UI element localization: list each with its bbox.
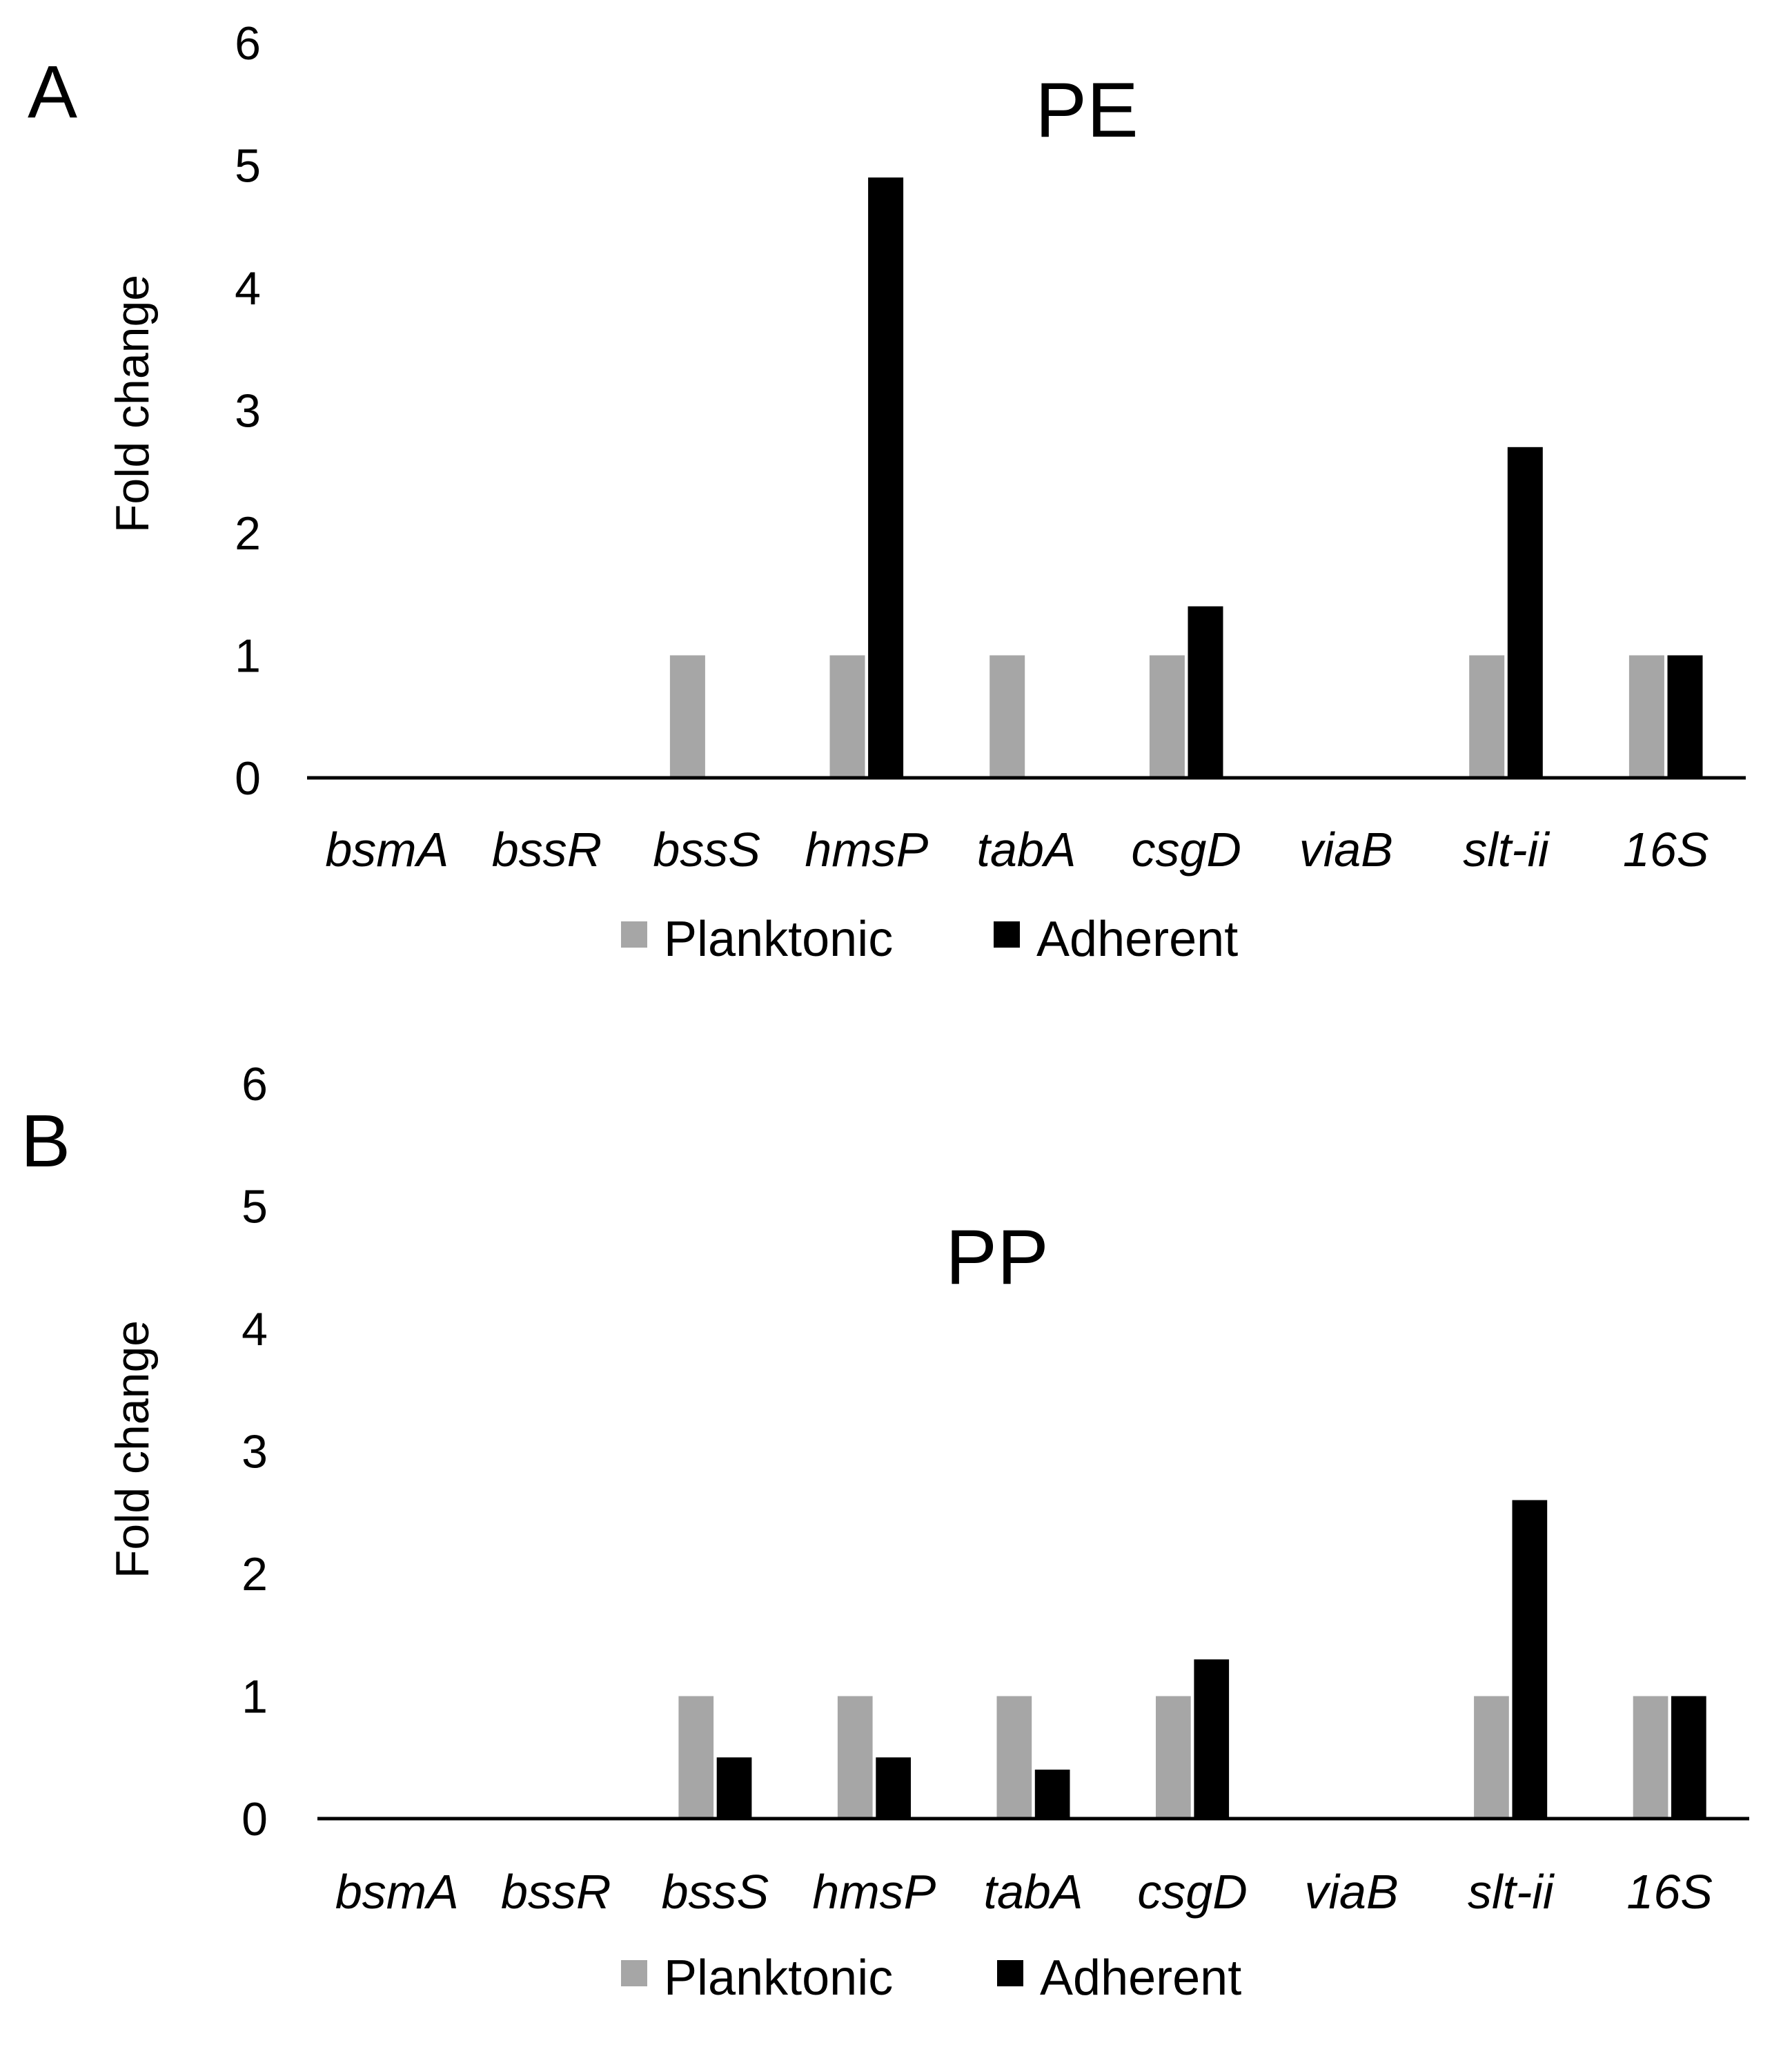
bar-adherent-slt-ii bbox=[1507, 447, 1543, 779]
x-category-label: hmsP bbox=[805, 823, 928, 877]
bar-planktonic-hmsp bbox=[837, 1696, 873, 1819]
bar-planktonic-bsss bbox=[669, 655, 705, 778]
x-category-label: bssS bbox=[653, 823, 760, 877]
chart-title: PP bbox=[945, 1214, 1048, 1300]
y-tick-label: 1 bbox=[242, 1671, 268, 1723]
chart-title: PE bbox=[1035, 67, 1138, 153]
legend-swatch-adherent bbox=[997, 1960, 1023, 1986]
bar-planktonic-slt-ii bbox=[1474, 1696, 1509, 1819]
bar-planktonic-16s bbox=[1628, 655, 1664, 778]
y-axis-label: Fold change bbox=[106, 1320, 159, 1578]
bar-planktonic-taba bbox=[989, 655, 1025, 778]
x-category-label: bssR bbox=[501, 1865, 611, 1919]
legend-label-planktonic: Planktonic bbox=[664, 1950, 893, 2006]
x-category-label: slt-ii bbox=[1468, 1865, 1555, 1919]
chart-panel-a: A PE Fold change 0 1 2 3 4 5 6 bsmA bssR bssS hmsP tab… bbox=[28, 17, 1746, 967]
bar-adherent-csgd bbox=[1188, 606, 1223, 778]
x-category-label: 16S bbox=[1626, 1865, 1713, 1919]
y-tick-label: 3 bbox=[235, 385, 261, 438]
panel-label: B bbox=[21, 1099, 70, 1182]
x-category-label: slt-ii bbox=[1463, 823, 1550, 877]
x-category-label: tabA bbox=[984, 1865, 1083, 1919]
y-tick-label: 3 bbox=[242, 1426, 268, 1478]
bar-planktonic-hmsp bbox=[829, 655, 865, 778]
x-category-label: tabA bbox=[977, 823, 1076, 877]
bar-adherent-hmsp bbox=[876, 1757, 911, 1819]
bar-adherent-csgd bbox=[1194, 1659, 1230, 1819]
y-tick-label: 4 bbox=[242, 1303, 268, 1356]
legend-swatch-adherent bbox=[994, 921, 1020, 948]
x-category-label: csgD bbox=[1137, 1865, 1247, 1919]
y-tick-label: 2 bbox=[235, 507, 261, 560]
legend-swatch-planktonic bbox=[621, 1960, 647, 1986]
x-category-label: bssS bbox=[662, 1865, 769, 1919]
y-tick-label: 1 bbox=[235, 630, 261, 683]
legend-swatch-planktonic bbox=[621, 921, 647, 948]
x-category-label: hmsP bbox=[812, 1865, 936, 1919]
y-tick-label: 0 bbox=[242, 1793, 268, 1846]
x-category-label: viaB bbox=[1305, 1865, 1399, 1919]
y-tick-label: 2 bbox=[242, 1548, 268, 1601]
bar-planktonic-csgd bbox=[1156, 1696, 1191, 1819]
bar-adherent-hmsp bbox=[868, 177, 904, 778]
chart-panel-b: B PP Fold change 0 1 2 3 4 5 6 bsmA bssR bssS hmsP tab… bbox=[21, 1058, 1749, 2006]
panel-label: A bbox=[28, 50, 77, 133]
y-tick-label: 4 bbox=[235, 262, 261, 315]
y-tick-label: 6 bbox=[235, 17, 261, 70]
bar-planktonic-bsss bbox=[678, 1696, 714, 1819]
bar-adherent-16s bbox=[1667, 655, 1703, 778]
x-category-label: 16S bbox=[1623, 823, 1709, 877]
bar-adherent-taba bbox=[1034, 1770, 1070, 1819]
bar-adherent-bsss bbox=[716, 1757, 752, 1819]
legend-label-adherent: Adherent bbox=[1036, 912, 1238, 967]
x-category-label: bsmA bbox=[325, 823, 449, 877]
x-category-label: csgD bbox=[1131, 823, 1241, 877]
legend-label-adherent: Adherent bbox=[1040, 1950, 1241, 2006]
bar-planktonic-16s bbox=[1633, 1696, 1668, 1819]
y-tick-label: 5 bbox=[242, 1181, 268, 1233]
bar-planktonic-slt-ii bbox=[1469, 655, 1505, 778]
bar-adherent-16s bbox=[1671, 1696, 1706, 1819]
y-tick-label: 0 bbox=[235, 752, 261, 805]
x-category-label: bsmA bbox=[335, 1865, 459, 1919]
legend: Planktonic Adherent bbox=[621, 912, 1238, 967]
legend: Planktonic Adherent bbox=[621, 1950, 1241, 2006]
x-category-label: viaB bbox=[1299, 823, 1393, 877]
y-tick-label: 6 bbox=[242, 1058, 268, 1110]
legend-label-planktonic: Planktonic bbox=[664, 912, 893, 967]
bar-planktonic-csgd bbox=[1149, 655, 1185, 778]
x-category-label: bssR bbox=[492, 823, 602, 877]
y-axis-label: Fold change bbox=[106, 275, 159, 533]
y-tick-label: 5 bbox=[235, 140, 261, 193]
bar-adherent-slt-ii bbox=[1512, 1500, 1548, 1819]
bar-planktonic-taba bbox=[996, 1696, 1032, 1819]
